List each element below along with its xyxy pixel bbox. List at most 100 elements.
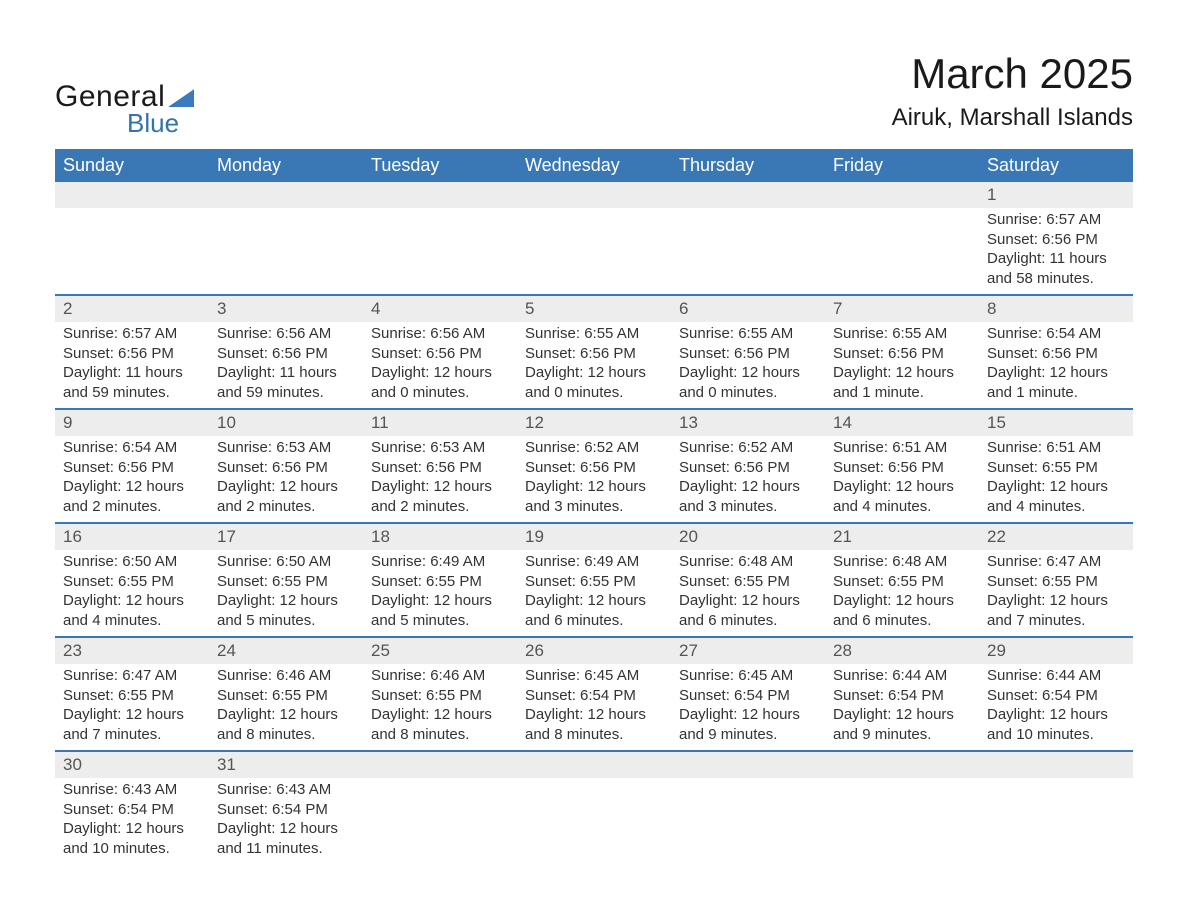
- daylight-text: Daylight: 12 hours: [833, 477, 971, 497]
- daylight-text: Daylight: 11 hours: [63, 363, 201, 383]
- detail-cell: Sunrise: 6:54 AMSunset: 6:56 PMDaylight:…: [979, 322, 1133, 409]
- day-cell: [55, 182, 209, 208]
- detail-cell: Sunrise: 6:50 AMSunset: 6:55 PMDaylight:…: [209, 550, 363, 637]
- day-cell: 17: [209, 523, 363, 550]
- weekday-header: Tuesday: [363, 149, 517, 182]
- day-cell: 23: [55, 637, 209, 664]
- sunset-text: Sunset: 6:56 PM: [679, 458, 817, 478]
- sunset-text: Sunset: 6:56 PM: [833, 458, 971, 478]
- day-cell: 9: [55, 409, 209, 436]
- sunset-text: Sunset: 6:55 PM: [63, 686, 201, 706]
- sunset-text: Sunset: 6:56 PM: [371, 458, 509, 478]
- detail-cell: [671, 778, 825, 864]
- daylight-text: and 0 minutes.: [679, 383, 817, 403]
- day-number: 14: [825, 410, 979, 436]
- detail-cell: [517, 778, 671, 864]
- daylight-text: and 0 minutes.: [371, 383, 509, 403]
- sunrise-text: Sunrise: 6:45 AM: [525, 666, 663, 686]
- detail-cell: Sunrise: 6:46 AMSunset: 6:55 PMDaylight:…: [363, 664, 517, 751]
- day-cell: 29: [979, 637, 1133, 664]
- logo-text-blue: Blue: [127, 108, 179, 139]
- detail-cell: Sunrise: 6:53 AMSunset: 6:56 PMDaylight:…: [363, 436, 517, 523]
- day-number: 1: [979, 182, 1133, 208]
- sunset-text: Sunset: 6:56 PM: [63, 344, 201, 364]
- daylight-text: Daylight: 12 hours: [987, 363, 1125, 383]
- detail-cell: Sunrise: 6:47 AMSunset: 6:55 PMDaylight:…: [55, 664, 209, 751]
- daylight-text: Daylight: 12 hours: [217, 705, 355, 725]
- day-cell: [671, 182, 825, 208]
- detail-cell: [825, 778, 979, 864]
- sunset-text: Sunset: 6:56 PM: [525, 458, 663, 478]
- sunrise-text: Sunrise: 6:51 AM: [987, 438, 1125, 458]
- daylight-text: Daylight: 12 hours: [217, 477, 355, 497]
- daynum-row: 3031: [55, 751, 1133, 778]
- sunset-text: Sunset: 6:54 PM: [987, 686, 1125, 706]
- daylight-text: and 5 minutes.: [217, 611, 355, 631]
- sunrise-text: Sunrise: 6:44 AM: [987, 666, 1125, 686]
- sunrise-text: Sunrise: 6:55 AM: [525, 324, 663, 344]
- detail-cell: Sunrise: 6:57 AMSunset: 6:56 PMDaylight:…: [979, 208, 1133, 295]
- daylight-text: and 9 minutes.: [833, 725, 971, 745]
- day-cell: 1: [979, 182, 1133, 208]
- sunrise-text: Sunrise: 6:48 AM: [679, 552, 817, 572]
- sunrise-text: Sunrise: 6:52 AM: [679, 438, 817, 458]
- sunrise-text: Sunrise: 6:56 AM: [217, 324, 355, 344]
- detail-cell: Sunrise: 6:57 AMSunset: 6:56 PMDaylight:…: [55, 322, 209, 409]
- sunrise-text: Sunrise: 6:54 AM: [63, 438, 201, 458]
- day-cell: 24: [209, 637, 363, 664]
- sunrise-text: Sunrise: 6:45 AM: [679, 666, 817, 686]
- daylight-text: Daylight: 12 hours: [987, 705, 1125, 725]
- header: General Blue March 2025 Airuk, Marshall …: [55, 50, 1133, 139]
- day-cell: 4: [363, 295, 517, 322]
- day-number: 30: [55, 752, 209, 778]
- detail-cell: [363, 778, 517, 864]
- detail-row: Sunrise: 6:47 AMSunset: 6:55 PMDaylight:…: [55, 664, 1133, 751]
- day-cell: [825, 751, 979, 778]
- sunset-text: Sunset: 6:56 PM: [217, 458, 355, 478]
- daylight-text: and 0 minutes.: [525, 383, 663, 403]
- detail-cell: Sunrise: 6:52 AMSunset: 6:56 PMDaylight:…: [517, 436, 671, 523]
- day-number: 17: [209, 524, 363, 550]
- daylight-text: and 6 minutes.: [679, 611, 817, 631]
- daylight-text: Daylight: 12 hours: [63, 705, 201, 725]
- day-cell: 7: [825, 295, 979, 322]
- daylight-text: and 8 minutes.: [371, 725, 509, 745]
- sunrise-text: Sunrise: 6:52 AM: [525, 438, 663, 458]
- sunset-text: Sunset: 6:56 PM: [987, 344, 1125, 364]
- sunset-text: Sunset: 6:55 PM: [217, 572, 355, 592]
- sunset-text: Sunset: 6:54 PM: [679, 686, 817, 706]
- sunset-text: Sunset: 6:54 PM: [217, 800, 355, 820]
- day-number: 10: [209, 410, 363, 436]
- sunrise-text: Sunrise: 6:50 AM: [217, 552, 355, 572]
- sunset-text: Sunset: 6:55 PM: [371, 686, 509, 706]
- daylight-text: and 2 minutes.: [217, 497, 355, 517]
- detail-cell: Sunrise: 6:56 AMSunset: 6:56 PMDaylight:…: [209, 322, 363, 409]
- sunrise-text: Sunrise: 6:47 AM: [987, 552, 1125, 572]
- daylight-text: and 1 minute.: [833, 383, 971, 403]
- sunset-text: Sunset: 6:56 PM: [525, 344, 663, 364]
- title-block: March 2025 Airuk, Marshall Islands: [892, 50, 1133, 132]
- daylight-text: Daylight: 11 hours: [987, 249, 1125, 269]
- daylight-text: Daylight: 12 hours: [525, 477, 663, 497]
- daylight-text: and 8 minutes.: [525, 725, 663, 745]
- day-number: 27: [671, 638, 825, 664]
- sunset-text: Sunset: 6:54 PM: [525, 686, 663, 706]
- weekday-header: Saturday: [979, 149, 1133, 182]
- detail-cell: Sunrise: 6:53 AMSunset: 6:56 PMDaylight:…: [209, 436, 363, 523]
- daylight-text: Daylight: 12 hours: [679, 477, 817, 497]
- sunset-text: Sunset: 6:55 PM: [371, 572, 509, 592]
- sunrise-text: Sunrise: 6:43 AM: [63, 780, 201, 800]
- day-number: 18: [363, 524, 517, 550]
- day-number: 24: [209, 638, 363, 664]
- sunrise-text: Sunrise: 6:50 AM: [63, 552, 201, 572]
- day-cell: 27: [671, 637, 825, 664]
- sunrise-text: Sunrise: 6:48 AM: [833, 552, 971, 572]
- detail-cell: [671, 208, 825, 295]
- logo: General Blue: [55, 50, 194, 139]
- daynum-row: 16171819202122: [55, 523, 1133, 550]
- sunrise-text: Sunrise: 6:46 AM: [217, 666, 355, 686]
- detail-cell: [209, 208, 363, 295]
- sunset-text: Sunset: 6:55 PM: [525, 572, 663, 592]
- day-cell: 25: [363, 637, 517, 664]
- daylight-text: Daylight: 12 hours: [371, 363, 509, 383]
